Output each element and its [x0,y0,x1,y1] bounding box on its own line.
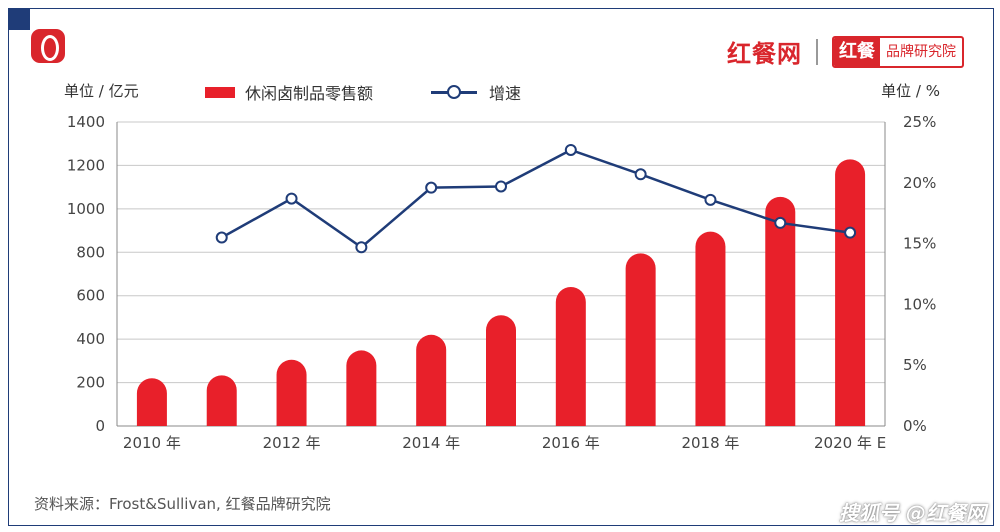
growth-point [215,231,228,244]
y-right-tick-label: 20% [903,174,936,192]
brand-separator [816,38,818,65]
right-axis-unit: 单位 / % [881,82,940,100]
growth-line [221,148,851,249]
brand-badge: 红餐 品牌研究院 [832,35,964,68]
y-left-tick-label: 1200 [67,156,105,174]
y-right-tick-label: 25% [903,113,936,131]
bar [136,378,167,426]
growth-point [774,216,787,229]
source-note: 资料来源：Frost&Sullivan, 红餐品牌研究院 [34,495,331,513]
brand-header: 红餐网 红餐 品牌研究院 [727,34,964,69]
x-tick-label: 2020 年 E [814,434,886,452]
x-tick-label: 2018 年 [681,434,739,452]
y-left-tick-label: 800 [76,243,105,261]
legend-bar-label: 休闲卤制品零售额 [245,84,374,103]
y-right-tick-label: 15% [903,235,936,253]
y-left-tick-label: 200 [76,374,105,392]
bar [346,350,377,426]
growth-point [425,181,438,194]
bar [695,231,726,426]
chart-legend: 休闲卤制品零售额 增速 [205,80,521,104]
bar [625,253,656,426]
y-right-tick-label: 10% [903,295,936,313]
growth-point [495,180,507,193]
x-tick-label: 2016 年 [542,434,600,452]
y-right-tick-label: 5% [903,356,927,374]
legend-line-swatch [431,85,478,99]
growth-point [844,226,857,239]
x-tick-label: 2012 年 [263,434,321,452]
brand-badge-left: 红餐 [834,37,880,66]
brand-badge-right: 品牌研究院 [886,43,956,60]
hongcan-logo-icon [31,29,65,63]
growth-point [285,192,298,205]
bar [206,375,237,426]
brand-name: 红餐网 [727,40,802,68]
legend-bar-swatch [205,86,235,98]
corner-accent [8,8,30,30]
bar [486,315,516,426]
y-right-tick-label: 0% [903,417,927,435]
footer-watermark: 搜狐号 @红餐网 [839,501,986,525]
growth-point [634,168,647,181]
y-left-tick-label: 400 [76,330,105,348]
y-left-tick-label: 1000 [67,200,105,218]
legend-line-label: 增速 [489,84,522,103]
bar [276,359,307,426]
bar [765,196,796,426]
y-left-tick-label: 0 [95,417,105,435]
y-left-tick-label: 1400 [67,113,105,131]
growth-point [355,241,368,254]
y-left-tick-label: 600 [76,287,105,305]
bar [835,159,866,426]
bar [555,287,586,426]
chart-frame [8,8,994,526]
growth-point [704,193,717,206]
left-axis-unit: 单位 / 亿元 [64,82,139,100]
x-tick-label: 2010 年 [123,434,181,452]
bar [416,334,447,426]
growth-point [564,143,577,156]
x-tick-label: 2014 年 [402,434,460,452]
